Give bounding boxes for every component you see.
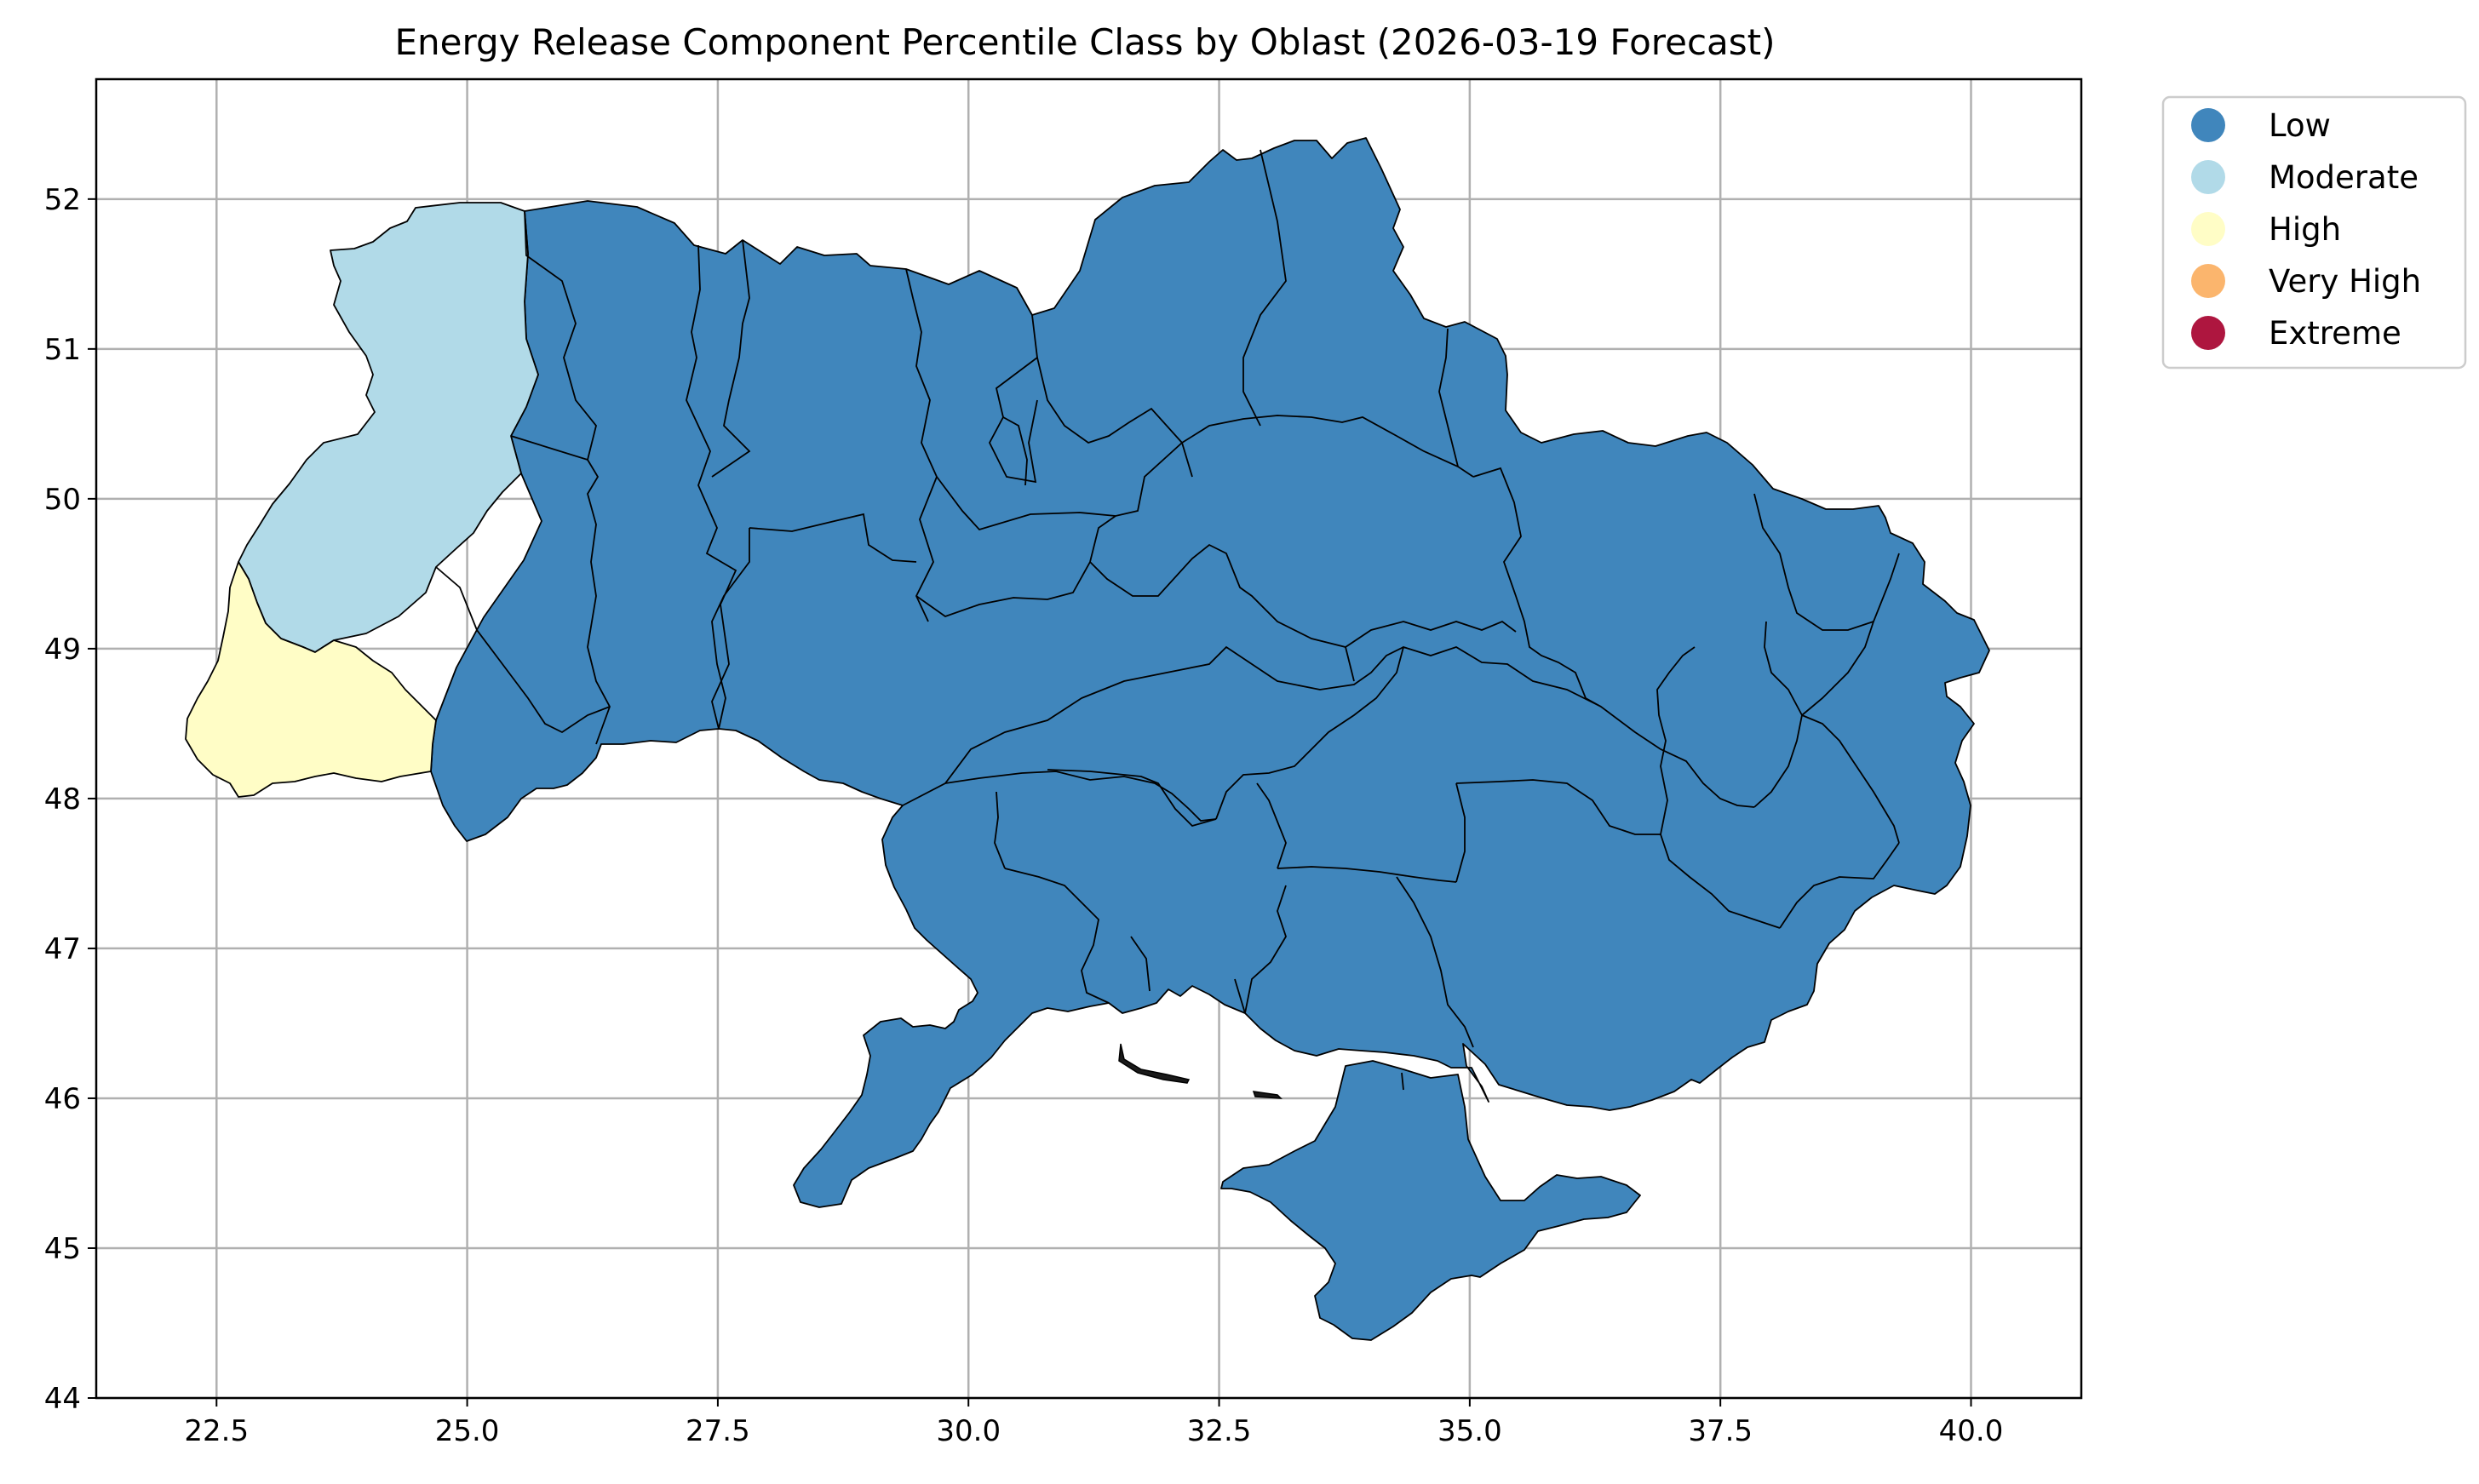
region-moderate-volyn (238, 202, 539, 653)
x-tick-label: 40.0 (1939, 1414, 2004, 1448)
legend-item: High (2191, 211, 2341, 248)
x-tick-label: 37.5 (1688, 1414, 1753, 1448)
y-tick-label: 51 (44, 333, 81, 367)
y-tick-label: 46 (44, 1082, 81, 1116)
y-tick-label: 45 (44, 1232, 81, 1266)
legend-item: Extreme (2191, 315, 2402, 352)
y-tick-label: 47 (44, 932, 81, 966)
x-tick-label: 35.0 (1437, 1414, 1502, 1448)
x-tick-label: 25.0 (435, 1414, 500, 1448)
legend: Low Moderate High Very High Extreme (2161, 95, 2467, 370)
legend-label: Extreme (2269, 315, 2402, 352)
y-tick-label: 48 (44, 782, 81, 816)
legend-label: High (2269, 211, 2341, 248)
x-tick-label: 27.5 (686, 1414, 750, 1448)
legend-item: Very High (2191, 263, 2421, 300)
legend-marker (2191, 108, 2225, 142)
y-tick-label: 52 (44, 183, 81, 217)
oblast-boundaries (435, 149, 1900, 1091)
y-tick-label: 50 (44, 483, 81, 517)
y-tick-label: 49 (44, 633, 81, 667)
x-tick-label: 30.0 (936, 1414, 1001, 1448)
legend-box (2161, 95, 2467, 370)
legend-item: Low (2191, 107, 2331, 144)
legend-marker (2191, 264, 2225, 298)
region-high-zakarpattia (185, 561, 437, 798)
legend-item: Moderate (2191, 159, 2419, 196)
legend-marker (2191, 212, 2225, 246)
y-axis-ticks: 44 45 46 47 48 49 50 51 52 (44, 183, 96, 1416)
region-low-crimea (1220, 1060, 1641, 1341)
legend-marker (2191, 316, 2225, 350)
legend-label: Moderate (2269, 159, 2419, 196)
x-tick-label: 32.5 (1187, 1414, 1252, 1448)
legend-label: Low (2269, 107, 2331, 144)
axes-frame (95, 77, 2083, 1400)
chart-title: Energy Release Component Percentile Clas… (394, 21, 1775, 63)
x-tick-label: 22.5 (184, 1414, 249, 1448)
region-low-main (430, 137, 1990, 1208)
coastal-features (1118, 1043, 1283, 1099)
x-axis-ticks: 22.5 25.0 27.5 30.0 32.5 35.0 37.5 40.0 (184, 1398, 2003, 1448)
legend-marker (2191, 160, 2225, 194)
legend-items: Low Moderate High Very High Extreme (2191, 107, 2421, 352)
y-tick-label: 44 (44, 1382, 81, 1416)
oblast-regions (185, 137, 1990, 1341)
legend-label: Very High (2269, 263, 2421, 300)
